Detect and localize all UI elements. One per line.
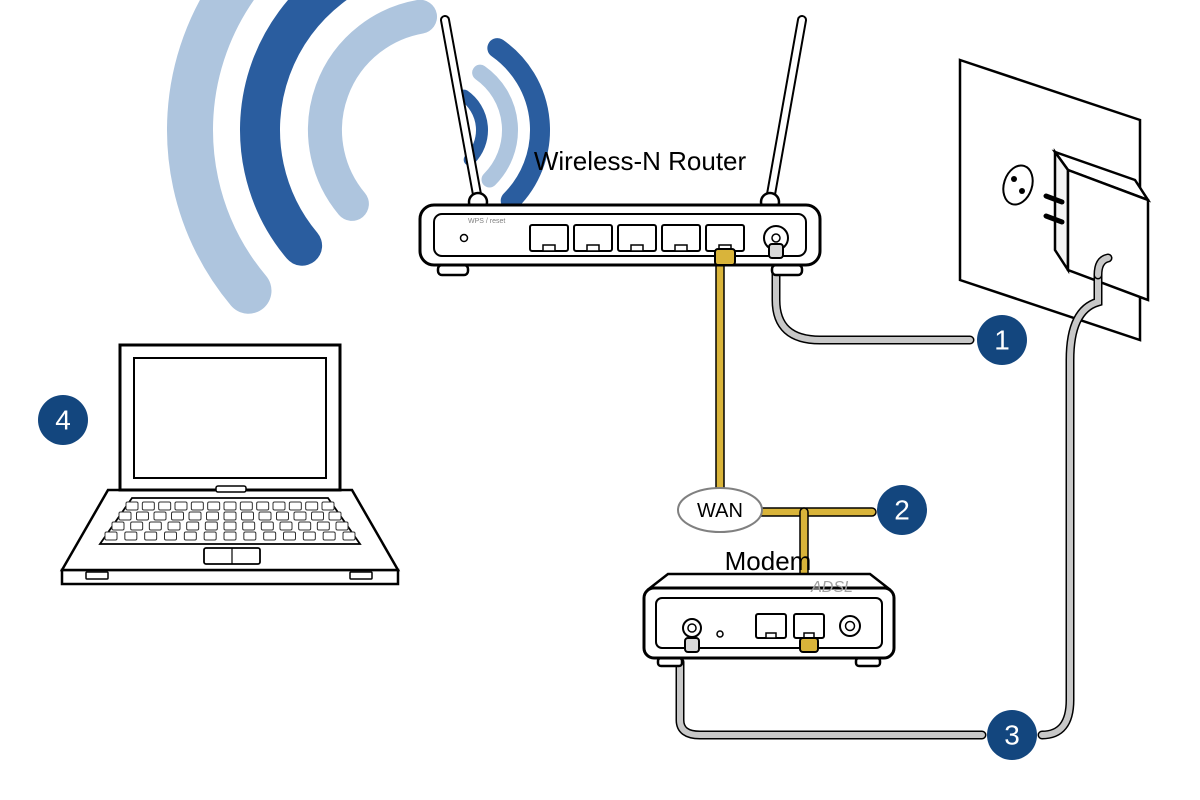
svg-text:1: 1 xyxy=(994,325,1010,356)
wps-label: WPS / reset xyxy=(468,218,505,225)
network-diagram: WPS / reset Wireless-N Router WAN Modem ADSL… xyxy=(0,0,1200,800)
adsl-label: ADSL xyxy=(810,579,853,596)
wall-outlet xyxy=(960,60,1148,340)
modem-label: Modem xyxy=(725,546,812,576)
svg-text:2: 2 xyxy=(894,495,910,526)
router-label: Wireless-N Router xyxy=(534,146,747,176)
svg-text:4: 4 xyxy=(55,405,71,436)
step-marker-3: 3 xyxy=(987,710,1037,760)
laptop-device xyxy=(62,345,398,584)
step-marker-4: 4 xyxy=(38,395,88,445)
cable-wan xyxy=(720,256,872,512)
svg-text:3: 3 xyxy=(1004,720,1020,751)
step-marker-2: 2 xyxy=(877,485,927,535)
wifi-signal-large xyxy=(190,0,420,291)
step-marker-1: 1 xyxy=(977,315,1027,365)
wan-label: WAN xyxy=(697,500,743,522)
modem-device: Modem ADSL xyxy=(644,546,894,666)
cable-power-modem xyxy=(680,662,982,735)
